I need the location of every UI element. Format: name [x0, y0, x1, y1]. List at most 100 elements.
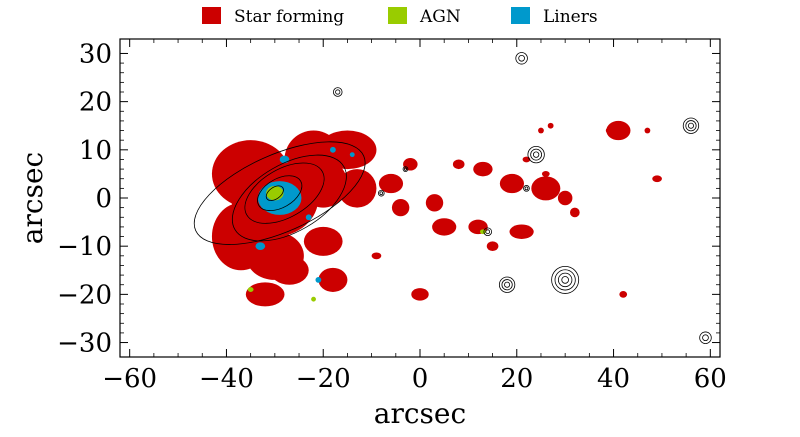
- contour-lines: [193, 52, 712, 344]
- galaxy-contour: [231, 154, 347, 242]
- agn-region: [247, 287, 254, 292]
- point-source-contour: [557, 272, 573, 288]
- point-source-contour: [515, 52, 528, 65]
- star-forming-region: [605, 127, 612, 134]
- star-forming-region: [509, 224, 534, 239]
- star-forming-region: [473, 161, 493, 177]
- star-forming-region: [452, 159, 465, 170]
- star-forming-region: [570, 207, 580, 218]
- x-tick-label: 20: [500, 364, 533, 394]
- legend-label: Liners: [543, 7, 598, 27]
- star-forming-region: [547, 122, 554, 129]
- star-forming-region: [538, 127, 544, 134]
- point-source-contour: [702, 334, 709, 342]
- y-tick-label: −30: [57, 329, 112, 359]
- point-source-contour: [335, 89, 341, 95]
- x-tick-label: −60: [102, 364, 157, 394]
- x-tick-label: 60: [694, 364, 727, 394]
- liner-region: [279, 155, 290, 164]
- legend: Star forming AGN Liners: [202, 7, 598, 27]
- star-forming-region: [557, 190, 573, 206]
- point-source-contour: [523, 185, 530, 192]
- liner-region: [315, 277, 322, 283]
- legend-swatch: [511, 7, 530, 24]
- star-forming-region: [378, 173, 404, 194]
- x-tick-label: 40: [597, 364, 630, 394]
- legend-label: AGN: [419, 7, 461, 27]
- star-forming-region: [403, 158, 418, 171]
- galaxy-contour: [265, 185, 284, 201]
- point-source-contour: [699, 331, 712, 344]
- point-source-contour: [483, 227, 493, 236]
- galaxy-contour: [244, 162, 325, 224]
- x-tick-label: −20: [296, 364, 351, 394]
- star-forming-region: [425, 194, 444, 212]
- y-axis-label: arcsec: [16, 152, 49, 244]
- x-tick-label: 0: [412, 364, 429, 394]
- liner-region: [330, 146, 336, 153]
- point-source-contour: [532, 151, 540, 158]
- point-source-contour: [682, 117, 700, 134]
- star-forming-region: [371, 252, 382, 260]
- star-forming-region: [432, 218, 457, 236]
- point-source-contour: [498, 276, 516, 293]
- liner-region: [349, 152, 355, 158]
- star-forming-region: [606, 120, 631, 141]
- liner-region: [255, 242, 266, 251]
- plot-area: [193, 52, 712, 344]
- point-source-contour: [377, 189, 385, 197]
- point-source-contour: [403, 167, 408, 171]
- liner-region: [305, 214, 312, 221]
- star-forming-region: [337, 169, 377, 208]
- point-source-contour: [551, 265, 580, 294]
- point-source-contour: [402, 166, 409, 172]
- point-source-contour: [485, 229, 491, 235]
- x-tick-label: −40: [199, 364, 254, 394]
- agn-region: [266, 185, 284, 201]
- y-tick-label: −20: [57, 280, 112, 310]
- point-source-contour: [685, 120, 697, 132]
- point-source-contour: [561, 276, 569, 284]
- point-source-contour: [527, 146, 545, 164]
- y-tick-label: 20: [79, 88, 112, 118]
- agn-region: [311, 296, 316, 302]
- star-forming-region: [270, 255, 309, 285]
- y-tick-label: 10: [79, 136, 112, 166]
- point-source-contour: [554, 269, 576, 291]
- star-forming-region: [541, 171, 550, 177]
- y-tick-label: −10: [57, 232, 112, 262]
- tick-labels: −60 −40 −20 0 20 40 60 −30 −20 −10 0 10 20 30: [57, 39, 727, 394]
- star-forming-regions: [211, 120, 662, 307]
- axis-ticks: [120, 39, 720, 357]
- point-source-contour: [332, 87, 343, 97]
- star-forming-region: [652, 175, 662, 183]
- star-forming-region: [644, 127, 651, 134]
- galaxy-contour: [257, 175, 303, 211]
- point-source-contour: [504, 281, 511, 288]
- legend-label: Star forming: [234, 7, 344, 27]
- point-source-contour: [530, 148, 543, 161]
- star-forming-region: [411, 288, 429, 301]
- star-forming-region: [531, 176, 561, 201]
- point-source-contour: [518, 54, 525, 62]
- star-forming-region: [318, 130, 377, 170]
- y-tick-label: 0: [95, 184, 112, 214]
- galaxy-contour: [193, 141, 366, 245]
- star-forming-region: [391, 198, 410, 217]
- legend-swatch: [202, 7, 221, 24]
- star-forming-region: [318, 267, 348, 292]
- point-source-contour: [524, 186, 529, 191]
- y-tick-label: 30: [79, 39, 112, 69]
- point-source-contour: [379, 191, 384, 196]
- star-forming-region: [303, 226, 343, 256]
- x-axis-label: arcsec: [374, 397, 466, 430]
- star-forming-region: [499, 173, 525, 194]
- point-source-contour: [687, 122, 694, 129]
- star-forming-region: [486, 241, 499, 252]
- agn-region: [480, 229, 486, 235]
- plot-frame: [119, 38, 721, 358]
- point-source-contour: [501, 279, 513, 291]
- star-forming-region: [245, 282, 285, 307]
- legend-swatch: [388, 7, 407, 24]
